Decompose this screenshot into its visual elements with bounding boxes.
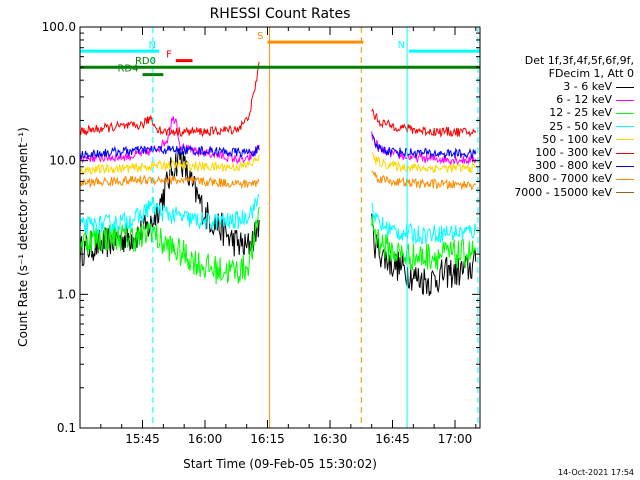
legend-swatch (616, 165, 634, 167)
legend-item-50-100-kev: 50 - 100 keV (542, 133, 634, 146)
timestamp: 14-Oct-2021 17:54 (558, 468, 634, 477)
series-12-25-kev-segment-1 (371, 216, 477, 271)
legend-swatch (616, 192, 634, 194)
y-tick-label: 1.0 (57, 287, 76, 301)
legend-item-300-800-kev: 300 - 800 keV (535, 159, 634, 172)
legend-item-12-25-kev: 12 - 25 keV (549, 106, 634, 119)
legend-header-line2: FDecim 1, Att 0 (548, 67, 634, 80)
legend-item-25-50-kev: 25 - 50 keV (549, 120, 634, 133)
x-tick-label: 17:00 (438, 432, 473, 446)
series-300-800-kev-segment-1 (371, 134, 477, 160)
y-axis-label: Count Rate (s⁻¹ detector segment⁻¹) (16, 127, 30, 347)
series-6-12-kev-segment-1 (371, 131, 477, 166)
legend-swatch (616, 112, 634, 114)
annotation-label-s-5: S (257, 31, 263, 42)
legend-item-800-7000-kev: 800 - 7000 keV (528, 172, 634, 185)
y-tick-label: 100.0 (42, 20, 76, 34)
y-tick-label: 0.1 (57, 421, 76, 435)
series-100-300-kev-segment-1 (371, 108, 477, 138)
legend-label: 300 - 800 keV (535, 159, 612, 173)
annotation-label-rd4-4: RD4 (117, 64, 138, 75)
series-25-50-kev-segment-0 (80, 193, 260, 236)
tick-layer: 0.1 1.0 10.0 100.0 15:45 16:00 16:15 16:30 16:45… (42, 20, 480, 446)
series-6-12-kev-segment-0 (80, 116, 260, 165)
legend-label: 50 - 100 keV (542, 132, 612, 146)
legend-label: 12 - 25 keV (549, 106, 612, 120)
series-100-300-kev-segment-0 (80, 61, 260, 138)
legend-swatch (616, 86, 634, 88)
legend-item-3-6-kev: 3 - 6 keV (563, 80, 634, 93)
legend-label: 7000 - 15000 keV (514, 185, 612, 199)
legend-header-line1: Det 1f,3f,4f,5f,6f,9f, (524, 54, 634, 67)
series-50-100-kev-segment-1 (371, 152, 476, 174)
series-300-800-kev-segment-0 (80, 144, 260, 159)
legend-swatch (616, 126, 634, 128)
y-tick-label: 10.0 (49, 154, 76, 168)
x-tick-label: 16:30 (313, 432, 348, 446)
x-tick-label: 16:00 (188, 432, 223, 446)
series-800-7000-kev-segment-1 (371, 170, 477, 191)
legend-swatch (616, 99, 634, 101)
series-layer (80, 61, 477, 296)
chart-title: RHESSI Count Rates (210, 6, 351, 22)
series-800-7000-kev-segment-0 (80, 174, 260, 190)
annotation-label-f-2: F (166, 50, 172, 61)
legend-header: Det 1f,3f,4f,5f,6f,9f, FDecim 1, Att 0 (484, 54, 634, 80)
annotation-label-rd0-3: RD0 (135, 56, 156, 67)
x-tick-label: 16:15 (250, 432, 285, 446)
legend-label: 800 - 7000 keV (528, 172, 612, 186)
legend-item-6-12-kev: 6 - 12 keV (556, 93, 634, 106)
legend-item-7000-15000-kev: 7000 - 15000 keV (514, 186, 634, 199)
legend-label: 6 - 12 keV (556, 93, 612, 107)
legend-swatch (616, 152, 634, 154)
legend-label: 25 - 50 keV (549, 119, 612, 133)
legend-label: 3 - 6 keV (563, 80, 612, 93)
legend-swatch (616, 178, 634, 180)
annotation-label-n-1: N (398, 40, 405, 51)
series-25-50-kev-segment-1 (371, 202, 477, 245)
annotation-label-n-0: N (149, 40, 156, 51)
plot-frame (79, 26, 481, 429)
legend-swatch (616, 139, 634, 141)
series-50-100-kev-segment-0 (80, 155, 260, 176)
series-12-25-kev-segment-0 (80, 206, 260, 285)
legend-label: 100 - 300 keV (535, 146, 612, 159)
legend-item-100-300-kev: 100 - 300 keV (535, 146, 634, 159)
x-axis-label: Start Time (09-Feb-05 15:30:02) (183, 457, 377, 471)
x-tick-label: 16:45 (375, 432, 410, 446)
x-tick-label: 15:45 (125, 432, 160, 446)
